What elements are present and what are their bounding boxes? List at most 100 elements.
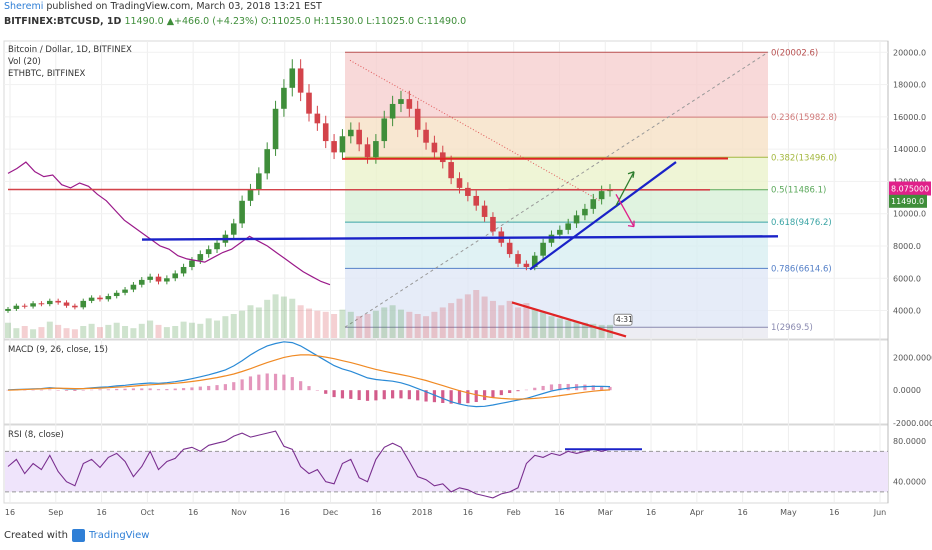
- macd-histogram-bar: [290, 377, 294, 391]
- macd-histogram-bar: [165, 389, 169, 391]
- candle-body: [557, 229, 563, 235]
- macd-histogram-bar: [257, 374, 261, 391]
- macd-histogram-bar: [39, 389, 44, 391]
- overlay-title: Vol (20): [8, 57, 41, 67]
- macd-histogram-bar: [549, 384, 554, 391]
- y-tick-label: 6000.0: [893, 274, 921, 283]
- volume-bar: [155, 324, 162, 338]
- publish-text: published on TradingView.com, March 03, …: [43, 1, 322, 12]
- macd-histogram-bar: [365, 390, 370, 401]
- x-tick-label: 2018: [412, 508, 432, 517]
- volume-bar: [523, 303, 530, 338]
- candle-body: [448, 162, 454, 179]
- macd-histogram-bar: [432, 390, 437, 403]
- macd-histogram-bar: [391, 390, 395, 399]
- candle-body: [473, 195, 480, 206]
- volume-bar: [531, 309, 538, 338]
- macd-histogram-bar: [474, 390, 478, 403]
- x-tick-label: 16: [5, 508, 15, 517]
- macd-histogram-bar: [115, 388, 119, 391]
- macd-histogram-bar: [566, 383, 570, 391]
- y-tick-label: 10000.0: [893, 210, 926, 219]
- macd-histogram-bar: [482, 390, 487, 401]
- candle-body: [289, 68, 296, 88]
- candle-body: [172, 273, 179, 279]
- fib-level-label: 0.618(9476.2): [771, 218, 832, 228]
- x-tick-label: 16: [646, 508, 656, 517]
- candle-body: [573, 215, 580, 224]
- volume-bar: [205, 318, 212, 338]
- y-tick-label: 16000.0: [893, 113, 926, 122]
- fib-level-label: 0.5(11486.1): [771, 186, 826, 196]
- volume-bar: [481, 296, 488, 338]
- volume-bar: [423, 316, 430, 338]
- candle-body: [256, 173, 262, 190]
- volume-bar: [180, 321, 187, 338]
- volume-bar: [414, 314, 421, 338]
- x-tick-label: 16: [280, 508, 290, 517]
- volume-bar: [264, 299, 271, 338]
- macd-histogram-bar: [466, 390, 470, 404]
- y-tick-label: 14000.0: [893, 145, 926, 154]
- candle-body: [548, 234, 555, 243]
- macd-histogram-bar: [457, 390, 462, 404]
- macd-histogram-bar: [248, 376, 253, 391]
- x-tick-label: Sep: [48, 508, 63, 517]
- candle-body: [582, 208, 588, 216]
- candle-body: [598, 191, 605, 200]
- author-link[interactable]: Sheremi: [4, 1, 44, 12]
- ethbtc-line: [7, 161, 331, 286]
- x-tick-label: 16: [371, 508, 381, 517]
- volume-bar: [473, 290, 480, 338]
- ohlc: O:11025.0 H:11530.0 L:11025.0 C:11490.0: [260, 16, 467, 27]
- volume-bar: [331, 314, 338, 338]
- candle-body: [306, 92, 312, 114]
- fib-level-label: 0.786(6614.6): [771, 264, 832, 274]
- price-change: 11490.0 ▲+466.0 (+4.23%): [124, 16, 258, 27]
- macd-histogram-bar: [299, 381, 303, 391]
- volume-bar: [172, 326, 179, 338]
- macd-histogram-bar: [340, 390, 345, 399]
- macd-line-macd: [7, 341, 611, 408]
- volume-bars: [5, 290, 613, 338]
- x-tick-label: 16: [554, 508, 564, 517]
- pane-titles: Bitcoin / Dollar, 1D, BITFINEX Vol (20) ET…: [8, 45, 132, 440]
- volume-bar: [289, 298, 296, 338]
- macd-y-tick: 0.0000: [893, 386, 921, 395]
- x-tick-label: Apr: [690, 508, 705, 517]
- volume-bar: [230, 314, 237, 338]
- macd-histogram-bar: [600, 386, 604, 391]
- candle-body: [423, 129, 429, 143]
- candle-body: [113, 292, 120, 297]
- macd-histogram-bar: [441, 390, 445, 403]
- macd-histogram-bar: [207, 385, 211, 391]
- x-tick-label: Dec: [323, 508, 338, 517]
- macd-histogram-bar: [173, 388, 177, 391]
- macd-histogram-bar: [265, 373, 269, 391]
- rsi-line: [7, 430, 611, 499]
- tradingview-link[interactable]: TradingView: [88, 530, 150, 541]
- macd-histogram-bar: [90, 389, 94, 391]
- candle-body: [47, 300, 53, 305]
- x-tick-label: 16: [96, 508, 106, 517]
- fib-zone: [345, 157, 768, 190]
- volume-bar: [105, 324, 112, 338]
- macd-histogram-bar: [232, 382, 236, 391]
- candles: [5, 59, 613, 313]
- y-axis: 20000.018000.016000.014000.012000.010000…: [889, 48, 932, 487]
- volume-bar: [113, 322, 120, 338]
- volume-bar: [122, 326, 129, 338]
- fib-level-label: 0(20002.6): [771, 48, 818, 58]
- macd-pane-title: MACD (9, 26, close, 15): [8, 345, 108, 355]
- macd-histogram-bar: [324, 390, 328, 394]
- volume-bar: [515, 307, 522, 338]
- volume-bar: [464, 294, 471, 338]
- volume-bar: [255, 307, 262, 338]
- macd-histogram-bar: [131, 388, 136, 391]
- macd-histogram-bar: [198, 386, 202, 391]
- y-tick-label: 8000.0: [893, 242, 921, 251]
- candle-body: [356, 129, 362, 145]
- macd-histogram-bar: [332, 390, 336, 398]
- x-tick-label: Oct: [140, 508, 154, 517]
- volume-bar: [381, 307, 388, 338]
